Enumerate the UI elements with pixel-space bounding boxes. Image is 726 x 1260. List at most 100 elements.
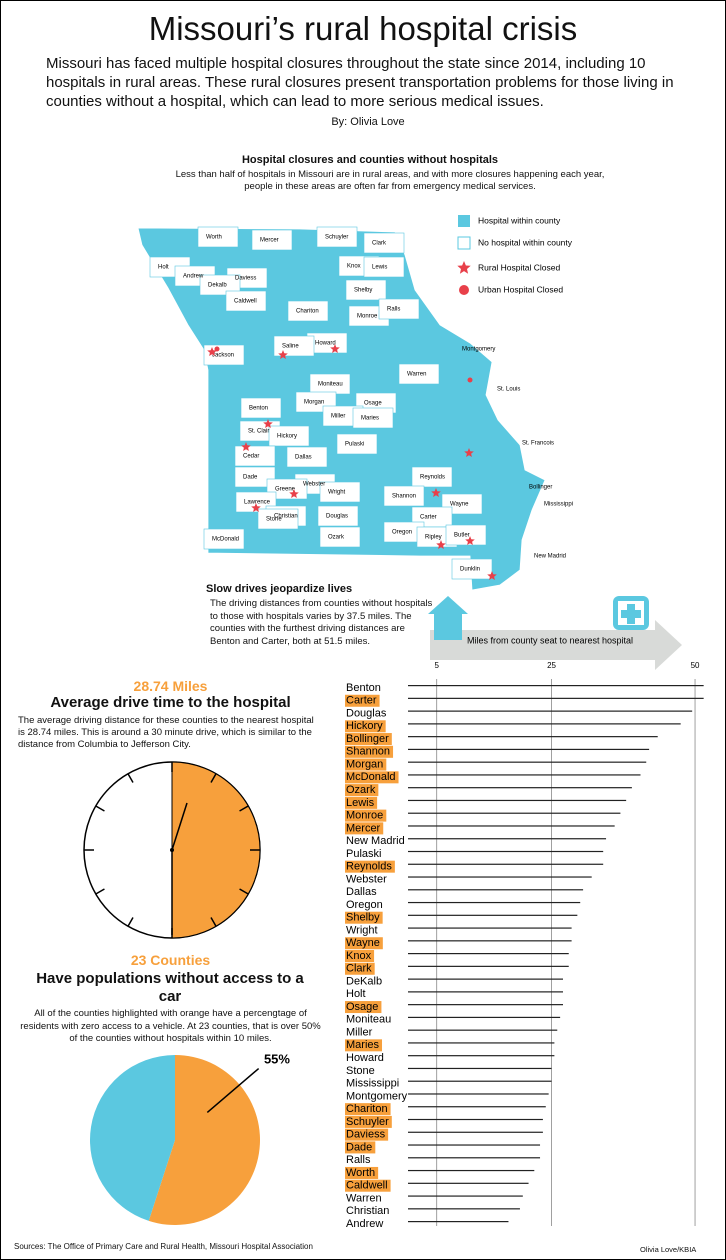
county-no-hospital [240,397,282,419]
category-label: Reynolds [346,861,392,873]
county-no-hospital [234,466,276,488]
bar [408,978,563,980]
category-label: Warren [346,1192,382,1204]
urban-closure-marker [467,377,473,383]
county-label: Hickory [277,434,297,440]
clock-tick [210,773,217,783]
rural-closure-marker [487,571,497,580]
bar [408,1055,555,1057]
county-no-hospital [345,279,387,301]
county-label: Monroe [357,314,378,320]
county-label: Montgomery [462,347,495,353]
county-no-hospital [225,290,267,312]
label-highlight [345,1179,391,1192]
county-label: Wayne [450,502,469,508]
county-label: McDonald [212,537,239,543]
county-label: Lawrence [244,500,271,506]
county-no-hospital [411,466,453,488]
county-label: St. Louis [497,387,520,393]
bar [408,1029,558,1031]
category-label: Webster [346,873,387,885]
label-highlight [345,822,384,835]
category-label: Holt [346,988,366,1000]
bar [408,901,581,904]
county-label: Osage [364,401,382,407]
map-title: Hospital closures and counties without h… [241,154,499,166]
section-title: Average drive time to the hospital [50,694,291,711]
category-label: Wayne [346,937,380,949]
pie-slice [148,1055,260,1225]
bar [408,761,647,763]
section-text: The average driving distance for these c… [18,715,314,750]
category-label: Carter [346,695,377,707]
county-label: Andrew [183,274,204,280]
county-label: Chariton [296,309,319,315]
label-highlight [345,745,394,758]
label-highlight [345,1128,389,1141]
category-label: New Madrid [346,835,405,847]
title: Missouri’s rural hospital crisis [148,10,578,47]
county-label: Stone [266,517,282,523]
label-highlight [345,758,387,771]
county-no-hospital [266,478,308,500]
category-label: Miller [346,1026,373,1038]
category-label: Chariton [346,1103,388,1115]
county-label: Greene [275,487,296,493]
bar [408,991,563,993]
category-label: Benton [346,682,381,694]
label-highlight [345,1115,392,1128]
category-label: Mercer [346,822,381,834]
category-label: Knox [346,950,372,962]
category-label: Daviess [346,1129,386,1141]
bar [408,838,607,840]
rural-closure-marker [207,347,217,356]
bar [408,953,569,955]
category-label: Caldwell [346,1180,388,1192]
rural-closure-marker [431,488,441,497]
county-no-hospital [199,274,241,296]
county-label: Benton [249,406,268,412]
clock-tick [210,917,217,927]
category-label: Christian [346,1205,389,1217]
section-text: The driving distances from counties with… [210,598,433,647]
category-label: Wright [346,924,378,936]
category-label: Ozark [346,784,376,796]
label-highlight [345,937,383,950]
category-label: Hickory [346,720,383,732]
county-no-hospital [336,433,378,455]
label-highlight [345,720,386,733]
county-no-hospital [287,300,329,322]
bar [408,1221,509,1223]
clock-ticks [84,762,260,938]
category-label: Morgan [346,758,383,770]
bar [408,927,572,929]
bar [408,697,704,699]
label-leader [206,1067,260,1113]
county-label: Schuyler [325,235,348,241]
clock-tick [239,888,249,895]
bar [408,736,658,738]
county-label: Reynolds [420,475,445,481]
label-highlight [345,733,392,746]
label-highlight [345,694,380,707]
county-no-hospital [363,232,405,254]
county-label: St. Francois [522,441,554,447]
bar [408,1144,541,1146]
section-title: Slow drives jeopardize lives [206,583,353,595]
bar [408,914,578,916]
headline: 23 Counties [130,952,211,968]
category-label: Shelby [346,912,380,924]
bar [408,799,627,802]
sources: Sources: The Office of Primary Care and … [14,1242,313,1251]
bar [408,825,615,827]
category-label: Lewis [346,797,375,809]
county-no-hospital [319,526,361,548]
rural-closure-marker [465,536,475,545]
bar [408,1042,555,1044]
label-highlight [345,860,395,873]
county-label: Shelby [354,288,372,294]
legend-swatch [459,285,469,295]
bar [408,863,604,865]
county-label: Douglas [326,514,348,520]
